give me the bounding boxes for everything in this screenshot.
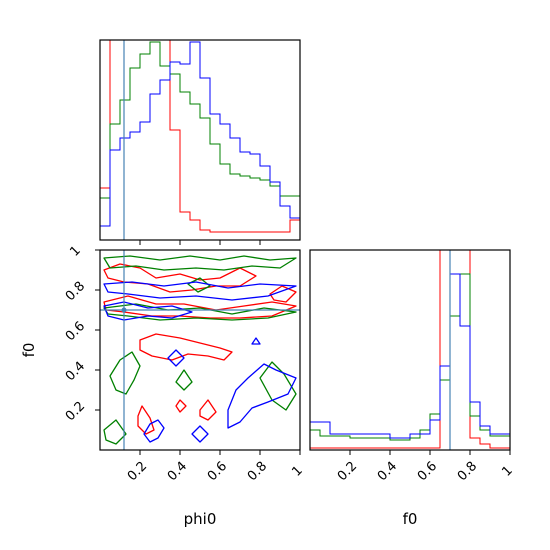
x-tick-label: 1 — [289, 463, 305, 479]
f0-histogram-frame — [309, 249, 511, 451]
x-tick-label: 0.4 — [375, 459, 400, 484]
f0-histogram-panel: 0.2 0.4 0.6 0.8 1 — [309, 249, 516, 484]
contour-line — [191, 425, 209, 443]
x-tick-label: 0.2 — [335, 459, 360, 484]
contour-line — [167, 349, 185, 367]
contour-line — [187, 277, 211, 293]
phi0-histogram-line — [100, 40, 300, 240]
x-tick-label: 0.2 — [125, 459, 150, 484]
contour-line — [137, 405, 155, 435]
phi0-histogram-line — [100, 41, 300, 240]
f0-axis-label: f0 — [403, 510, 418, 528]
contour-line — [251, 337, 261, 345]
contour-line — [175, 369, 193, 391]
contour-line — [103, 281, 297, 301]
f0-histogram-line — [310, 250, 510, 450]
contour-line — [175, 399, 187, 413]
y-tick-label: 0.8 — [63, 279, 88, 304]
x-tick-label: 0.6 — [415, 459, 440, 484]
f0-histogram-line — [310, 273, 510, 450]
contour-line — [227, 363, 297, 429]
contour-line — [143, 419, 165, 443]
f0-y-axis-label: f0 — [20, 343, 38, 358]
contour-line — [109, 351, 141, 395]
phi0-histogram-frame — [99, 39, 301, 241]
contour-line — [199, 399, 217, 421]
phi0-axis-label: phi0 — [184, 510, 217, 528]
x-tick-label: 0.8 — [455, 459, 480, 484]
x-tick-label: 1 — [499, 463, 515, 479]
contour-line — [103, 295, 297, 319]
contour-line — [269, 285, 297, 303]
y-tick-label: 1 — [67, 243, 83, 259]
contour-line — [103, 301, 193, 321]
x-tick-label: 0.4 — [165, 459, 190, 484]
contour-line — [139, 333, 233, 361]
x-tick-label: 0.6 — [205, 459, 230, 484]
truth-point — [121, 307, 127, 313]
phi0-f0-contour-panel: 0.2 0.4 0.6 0.8 1 0.2 0.4 0.6 0.8 1 — [63, 243, 306, 484]
y-tick-label: 0.4 — [63, 359, 88, 384]
phi0-histogram-line — [100, 41, 300, 240]
contour-line — [103, 255, 297, 271]
contour-panel-frame — [99, 249, 301, 451]
x-tick-label: 0.8 — [245, 459, 270, 484]
y-tick-label: 0.6 — [63, 319, 88, 344]
contour-line — [103, 419, 127, 445]
y-tick-label: 0.2 — [63, 399, 88, 424]
phi0-histogram-panel — [99, 39, 301, 245]
